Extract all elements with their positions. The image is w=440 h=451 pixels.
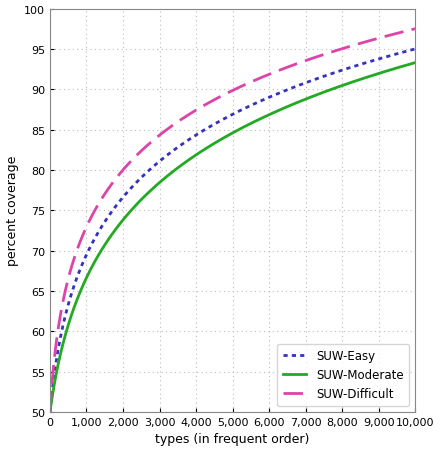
SUW-Difficult [246, 81, 251, 87]
Legend: SUW-Easy, SUW-Moderate, SUW-Difficult: SUW-Easy, SUW-Moderate, SUW-Difficult [277, 344, 409, 406]
SUW-Difficult [319, 54, 324, 59]
Line: SUW-Difficult: SUW-Difficult [50, 30, 415, 412]
SUW-Moderate [187, 157, 192, 162]
Line: SUW-Moderate: SUW-Moderate [50, 64, 415, 412]
SUW-Moderate [267, 112, 272, 118]
SUW-Difficult [413, 27, 418, 32]
SUW-Easy [319, 75, 324, 81]
SUW-Easy [48, 410, 53, 415]
SUW-Moderate [48, 410, 53, 415]
SUW-Difficult [72, 254, 77, 260]
X-axis label: types (in frequent order): types (in frequent order) [155, 433, 310, 446]
Y-axis label: percent coverage: percent coverage [6, 156, 18, 266]
SUW-Moderate [413, 61, 418, 66]
SUW-Easy [413, 47, 418, 52]
SUW-Moderate [246, 123, 251, 128]
SUW-Difficult [135, 152, 140, 157]
SUW-Easy [135, 179, 140, 184]
SUW-Moderate [319, 91, 324, 97]
Line: SUW-Easy: SUW-Easy [50, 50, 415, 412]
SUW-Moderate [135, 201, 140, 207]
SUW-Easy [267, 95, 272, 101]
SUW-Difficult [187, 112, 192, 117]
SUW-Difficult [267, 72, 272, 78]
SUW-Difficult [48, 410, 53, 415]
SUW-Easy [72, 281, 77, 287]
SUW-Moderate [72, 303, 77, 308]
SUW-Easy [246, 105, 251, 110]
SUW-Easy [187, 137, 192, 143]
